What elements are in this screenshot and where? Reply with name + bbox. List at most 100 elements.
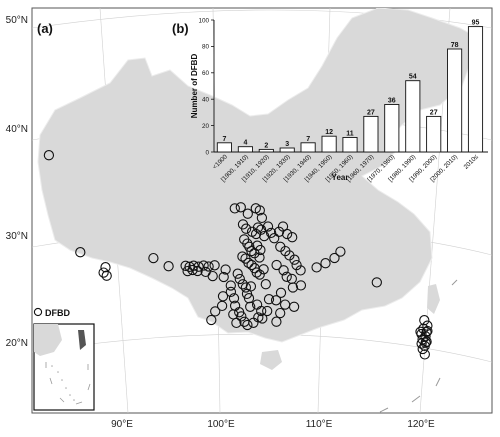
- dfbd-point: [240, 223, 252, 234]
- chart-y-ticks: 0 20 40 60 80 100: [198, 17, 214, 156]
- dfbd-point: [311, 262, 322, 273]
- bar-value-label: 78: [451, 42, 459, 49]
- dfbd-point: [419, 349, 430, 360]
- lon-label-120: 120°E: [407, 419, 435, 430]
- dfbd-point: [262, 221, 274, 232]
- dfbd-point: [262, 305, 273, 317]
- dfbd-point: [192, 265, 203, 277]
- dfbd-point: [101, 270, 112, 281]
- dfbd-point: [254, 252, 265, 263]
- dfbd-point: [419, 315, 430, 326]
- legend-label: DFBD: [45, 308, 70, 318]
- taiwan-island: [427, 284, 440, 314]
- bar-value-label: 27: [430, 109, 438, 116]
- dfbd-point: [271, 259, 282, 271]
- dfbd-point: [263, 294, 275, 305]
- inset-islands: [51, 365, 75, 401]
- legend-marker: [33, 307, 43, 317]
- dfbd-point: [246, 259, 257, 271]
- bar: [279, 147, 295, 153]
- lat-label-40: 40°N: [6, 124, 28, 135]
- dfbd-point: [98, 267, 109, 278]
- dfbd-point: [198, 260, 209, 271]
- bar-value-label: 11: [346, 131, 354, 138]
- dfbd-point: [417, 343, 428, 355]
- dfbd-point: [148, 252, 159, 264]
- dfbd-point: [271, 316, 282, 327]
- dash-line: [379, 279, 458, 413]
- bar-value-label: 95: [472, 20, 480, 27]
- dfbd-point: [371, 277, 382, 288]
- dfbd-point: [252, 222, 264, 233]
- dfbd-point: [265, 227, 277, 239]
- dfbd-point: [203, 261, 214, 272]
- lat-axis-labels: 50°N 40°N 30°N 20°N: [6, 15, 28, 349]
- map-legend: DFBD: [33, 307, 70, 318]
- chart-x-axis-title: Year: [332, 173, 349, 182]
- dfbd-point: [236, 311, 247, 322]
- dfbd-point: [270, 295, 282, 306]
- dfbd-point: [237, 251, 248, 262]
- dfbd-point: [187, 264, 198, 276]
- dfbd-point: [281, 228, 293, 240]
- dfbd-point: [163, 261, 174, 272]
- dfbd-point: [422, 325, 433, 337]
- y-tick-label: 60: [202, 70, 210, 77]
- dfbd-point: [420, 337, 431, 348]
- dfbd-point: [235, 202, 246, 213]
- bar-value-label: 12: [325, 129, 333, 136]
- dfbd-point: [243, 257, 254, 269]
- dfbd-point: [273, 226, 285, 237]
- dfbd-point: [254, 269, 265, 280]
- panel-label-a: (a): [37, 21, 53, 36]
- bar: [216, 142, 232, 153]
- dfbd-point: [193, 261, 204, 272]
- bar: [300, 142, 316, 153]
- south-china-sea-inset: [33, 323, 95, 411]
- dfbd-point: [289, 254, 300, 265]
- dfbd-point: [275, 287, 287, 298]
- dfbd-point: [207, 270, 218, 282]
- hainan-island: [260, 350, 282, 370]
- dfbd-point: [255, 224, 267, 235]
- dfbd-point: [234, 273, 245, 285]
- lon-label-110: 110°E: [306, 419, 333, 430]
- dfbd-point: [245, 301, 256, 312]
- dfbd-point: [258, 264, 269, 275]
- dfbd-point: [100, 262, 111, 273]
- dfbd-point: [251, 299, 263, 310]
- dfbd-point: [240, 282, 252, 293]
- bar-value-label: 36: [388, 98, 396, 105]
- dfbd-point: [188, 260, 199, 271]
- dfbd-point: [43, 150, 55, 161]
- bar-value-label: 4: [243, 140, 247, 147]
- dfbd-point: [209, 260, 220, 271]
- dfbd-point: [232, 268, 243, 279]
- dfbd-point: [335, 246, 346, 257]
- lat-label-50: 50°N: [6, 15, 28, 26]
- dfbd-point: [228, 293, 240, 304]
- dfbd-point: [287, 232, 298, 243]
- panel-label-b: (b): [172, 21, 189, 36]
- inset-taiwan: [78, 330, 86, 350]
- dfbd-point: [206, 314, 217, 326]
- dfbd-point: [256, 212, 268, 224]
- y-tick-label: 100: [198, 17, 209, 24]
- bar: [384, 104, 400, 153]
- dfbd-point: [254, 205, 265, 216]
- lat-label-20: 20°N: [6, 338, 28, 349]
- dfbd-points: [43, 150, 433, 360]
- bar: [342, 137, 358, 153]
- bar: [467, 26, 484, 153]
- dfbd-point: [257, 313, 268, 324]
- dfbd-point: [260, 279, 271, 290]
- inset-land: [34, 324, 62, 356]
- y-tick-label: 20: [202, 123, 210, 130]
- dfbd-point: [416, 338, 427, 349]
- lon-label-100: 100°E: [207, 419, 235, 430]
- dfbd-point: [278, 265, 289, 276]
- bar: [258, 148, 274, 153]
- dfbd-point: [210, 306, 221, 317]
- dfbd-point: [251, 267, 262, 278]
